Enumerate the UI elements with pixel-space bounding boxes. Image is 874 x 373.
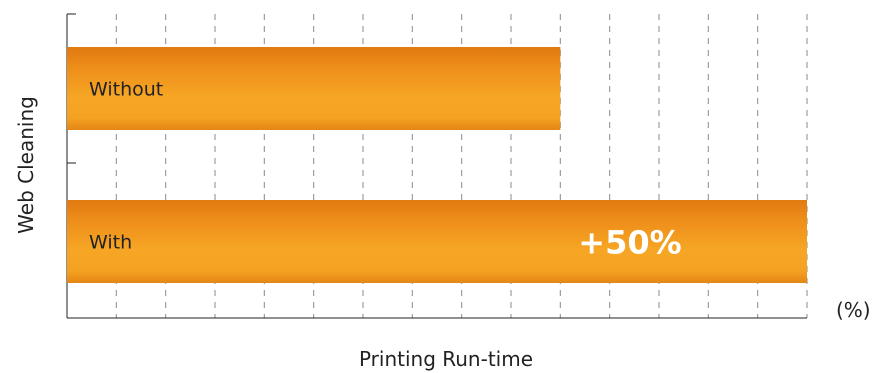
x-axis-title: Printing Run-time	[359, 347, 533, 371]
bar-label-without: Without	[89, 79, 163, 101]
bars	[67, 47, 807, 283]
data-label-with: +50%	[578, 224, 681, 262]
bar-with	[67, 200, 807, 283]
y-axis-title: Web Cleaning	[14, 96, 38, 234]
bar-without	[67, 47, 561, 130]
labels: Without With +50%	[89, 79, 682, 262]
x-axis-unit: (%)	[836, 298, 871, 322]
bar-label-with: With	[89, 232, 132, 254]
